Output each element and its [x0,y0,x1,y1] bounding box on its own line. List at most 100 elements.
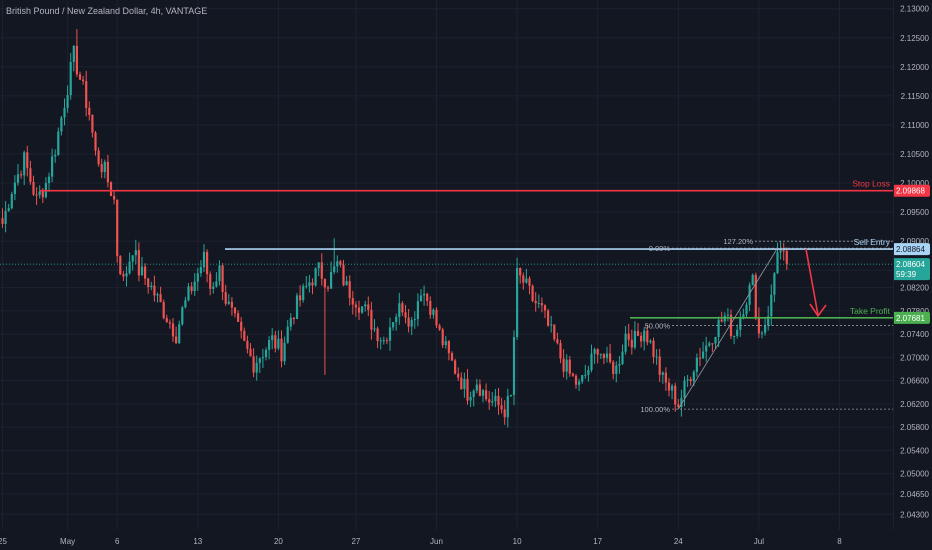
candle-body [481,390,485,396]
candle-body [702,351,705,359]
take-profit-price-label: 2.07681 [896,314,925,323]
candle-body [308,282,311,286]
candle-body [720,319,723,322]
candle-body [671,385,674,391]
candle-body [392,322,395,328]
candle-body [512,337,516,395]
y-tick-label: 2.05800 [900,423,929,432]
candle-body [116,199,119,257]
candle-body [295,295,299,320]
candle-body [633,330,636,348]
candle-body [636,330,640,336]
candle-body [168,322,171,324]
candle-body [444,341,447,346]
x-tick-label: 6 [115,537,120,546]
candle-body [385,340,388,342]
candle-body [323,278,326,288]
candle-body [333,266,336,272]
candle-body [543,305,547,311]
candle-body [171,323,175,337]
candle-body [435,309,438,326]
candle-body [522,275,525,283]
candle-body [478,384,481,396]
candle-body [305,285,308,287]
candle-body [739,316,742,330]
y-tick-label: 2.06200 [900,400,929,409]
candle-body [286,326,289,343]
candle-body [695,357,698,372]
candle-body [652,340,655,357]
candle-body [367,304,370,310]
candle-body [249,348,252,357]
candle-body [147,278,150,288]
take-profit-price-tag [893,311,930,324]
candle-body [13,182,16,194]
candle-body [776,252,779,274]
candle-body [196,273,199,282]
candle-body [165,318,168,323]
projection-arrow-head [809,303,827,318]
candle-body [230,301,233,308]
x-tick-label: 27 [351,537,360,546]
candle-body [460,377,463,390]
candle-body [144,266,147,279]
candle-body [410,320,413,327]
candle-body [193,281,196,292]
candle-body [556,339,559,344]
candle-body [218,265,221,282]
y-tick-label: 2.10000 [900,179,929,188]
candle-body [627,333,630,340]
candle-body [261,357,264,359]
candle-body [726,314,729,316]
candle-body [162,302,165,319]
projection-arrow-shaft [805,248,819,316]
candle-body [351,298,354,305]
candle-body [667,382,671,391]
candle-body [742,314,745,317]
y-tick-label: 2.09500 [900,208,929,217]
candle-body [605,353,609,359]
candle-body [26,152,29,169]
candle-body [271,335,274,341]
candle-body [339,261,342,265]
candle-body [664,372,667,383]
candle-body [243,330,246,341]
candle-body [745,304,748,315]
candle-body [212,286,215,289]
current-price-label: 2.08604 [896,260,925,269]
candle-body [571,373,574,376]
candle-body [698,357,702,359]
candle-body [246,340,249,349]
candle-body [283,342,286,362]
candle-body [175,336,178,344]
candle-body [590,353,593,371]
candle-body [280,338,283,362]
candle-body [609,353,612,363]
candle-body [137,250,140,276]
candle-body [51,156,54,177]
candle-body [264,349,268,358]
candle-body [60,117,63,132]
candle-body [38,191,41,195]
candle-body [202,251,206,268]
stop-loss-price-label: 2.09868 [896,187,925,196]
candle-body [382,340,385,342]
candle-body [754,274,757,318]
candle-body [78,74,82,80]
candle-body [258,358,261,363]
candle-body [423,293,426,296]
candle-body [531,285,534,301]
fib-level-label: 50.00% [645,321,671,330]
candle-body [370,309,373,330]
candle-body [106,161,109,183]
candle-body [125,273,128,277]
candle-body [292,317,295,320]
take-profit-label: Take Profit [850,306,891,316]
candle-body [240,321,243,331]
candle-body [640,335,643,342]
candle-body [782,250,785,252]
candle-body [574,375,578,385]
candle-body [1,218,4,224]
candle-body [311,282,314,286]
